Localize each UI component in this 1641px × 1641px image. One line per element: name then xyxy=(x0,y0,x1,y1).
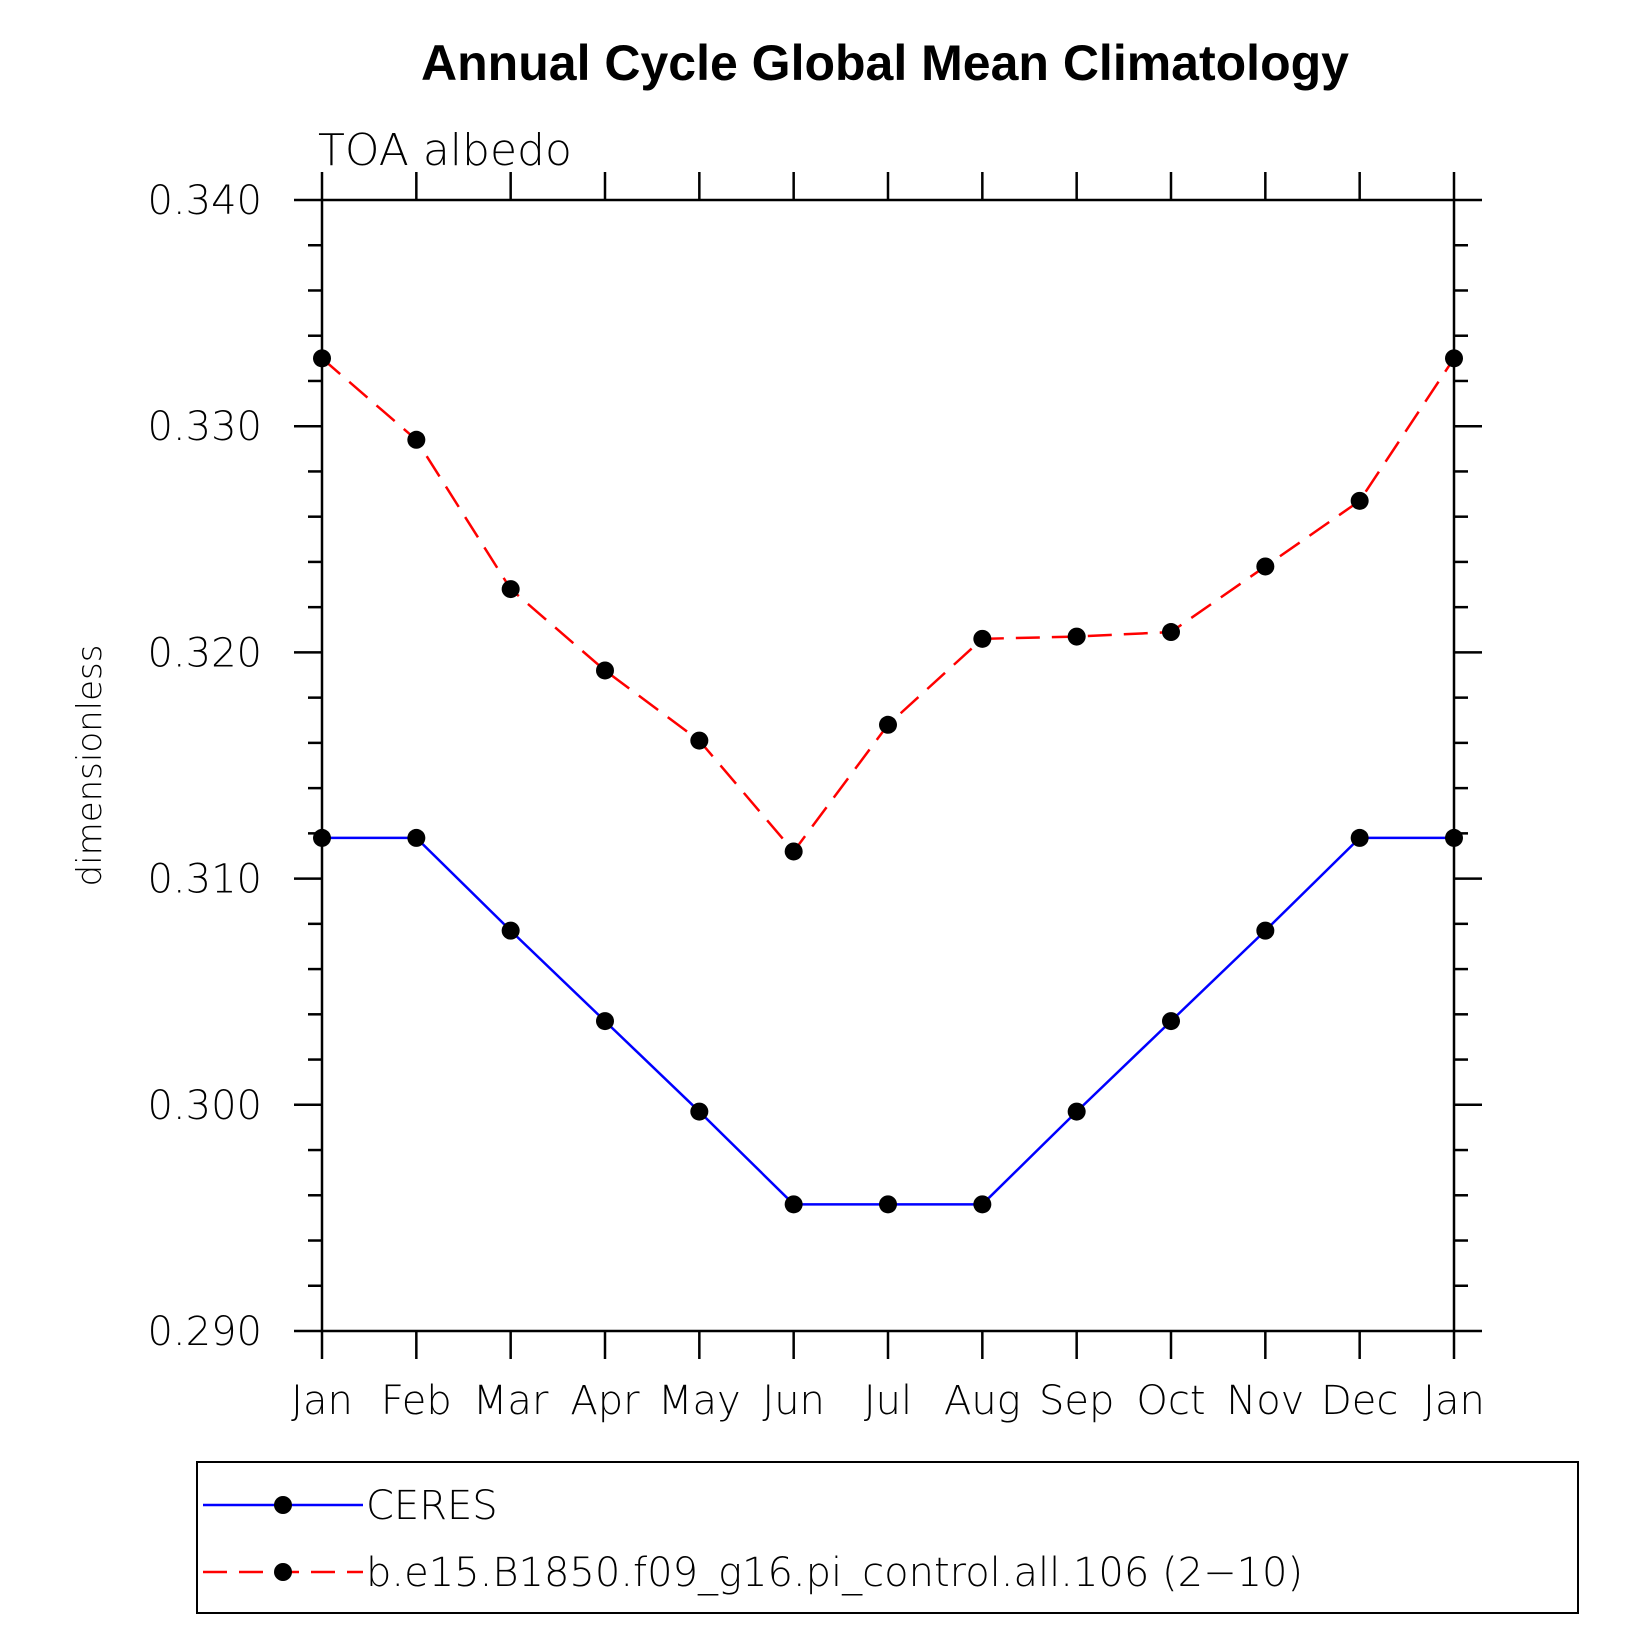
data-point xyxy=(879,1195,897,1214)
x-tick-label: Jul xyxy=(864,1378,912,1424)
series-0 xyxy=(313,828,1463,1214)
data-point xyxy=(407,430,426,449)
x-tick-label: Aug xyxy=(944,1378,1021,1424)
y-axis-label: dimensionless xyxy=(70,645,110,887)
plot-frame xyxy=(320,198,1456,1333)
legend-item: b.e15.B1850.f09_g16.pi_control.all.106 (… xyxy=(203,1550,1303,1596)
data-point xyxy=(1162,623,1180,642)
x-tick-label: Dec xyxy=(1321,1378,1398,1424)
y-tick-label: 0.330 xyxy=(147,404,262,450)
y-tick-label: 0.300 xyxy=(147,1083,262,1129)
data-point xyxy=(690,731,709,750)
x-tick-label: Jan xyxy=(1423,1378,1485,1424)
data-point xyxy=(690,1102,709,1121)
series-1 xyxy=(313,349,1463,861)
data-point xyxy=(784,1195,803,1214)
data-point xyxy=(1067,627,1086,646)
x-tick-label: Oct xyxy=(1136,1378,1205,1424)
legend-box xyxy=(196,1461,1579,1614)
data-point xyxy=(1256,921,1275,940)
legend-label: b.e15.B1850.f09_g16.pi_control.all.106 (… xyxy=(366,1550,1303,1596)
y-tick-label: 0.310 xyxy=(147,857,262,903)
legend-marker xyxy=(274,1496,292,1514)
x-tick-label: May xyxy=(658,1378,741,1424)
data-point xyxy=(973,1195,992,1214)
data-point xyxy=(1445,349,1463,368)
legend: CERES b.e15.B1850.f09_g16.pi_control.all.… xyxy=(203,1483,1303,1596)
y-tick-label: 0.340 xyxy=(147,178,262,224)
minor-ticks xyxy=(308,243,1468,1288)
y-tick-labels: 0.290 0.300 0.310 0.320 0.330 0.340 xyxy=(147,178,262,1355)
chart-subtitle: TOA albedo xyxy=(318,125,572,176)
x-tick-label: Mar xyxy=(473,1378,549,1424)
series-line xyxy=(321,357,1456,854)
chart-title: Annual Cycle Global Mean Climatology xyxy=(421,35,1349,91)
x-tick-label: Jun xyxy=(762,1378,825,1424)
legend-item: CERES xyxy=(203,1483,498,1529)
y-tick-label: 0.290 xyxy=(147,1309,262,1355)
data-point xyxy=(1445,828,1463,847)
x-tick-label: Nov xyxy=(1226,1378,1304,1424)
major-ticks xyxy=(294,172,1482,1359)
legend-label: CERES xyxy=(366,1483,498,1529)
series-layer xyxy=(313,349,1463,1214)
legend-marker xyxy=(274,1563,292,1581)
data-point xyxy=(596,1012,614,1031)
x-tick-label: Apr xyxy=(570,1378,640,1424)
x-tick-label: Jan xyxy=(291,1378,353,1424)
data-point xyxy=(501,921,520,940)
data-point xyxy=(407,828,426,847)
data-point xyxy=(313,349,331,368)
x-tick-labels: Jan Feb Mar Apr May Jun Jul Aug Sep Oct Nov Dec Jan xyxy=(291,1378,1485,1424)
data-point xyxy=(1162,1012,1180,1031)
data-point xyxy=(501,580,520,599)
series-line xyxy=(322,836,1454,1206)
data-point xyxy=(973,629,992,648)
x-tick-label: Feb xyxy=(381,1378,452,1424)
data-point xyxy=(1067,1102,1086,1121)
data-point xyxy=(1350,491,1369,510)
x-tick-label: Sep xyxy=(1039,1378,1114,1424)
y-tick-label: 0.320 xyxy=(147,630,262,676)
data-point xyxy=(879,715,897,734)
data-point xyxy=(596,661,614,680)
data-point xyxy=(1350,828,1369,847)
data-point xyxy=(313,828,331,847)
data-point xyxy=(1256,557,1275,576)
data-point xyxy=(784,842,803,861)
